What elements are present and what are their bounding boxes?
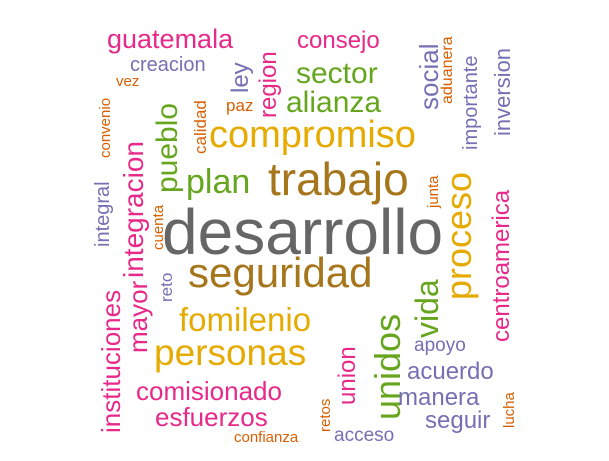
word-trabajo: trabajo xyxy=(268,153,409,205)
word-consejo: consejo xyxy=(297,27,380,54)
word-inversion: inversion xyxy=(490,47,515,136)
word-personas: personas xyxy=(154,332,307,373)
word-seguir: seguir xyxy=(425,407,491,434)
word-confianza: confianza xyxy=(234,429,299,446)
word-guatemala: guatemala xyxy=(107,24,234,54)
word-integral: integral xyxy=(92,181,114,247)
word-desarrollo: desarrollo xyxy=(162,196,444,268)
word-lucha: lucha xyxy=(501,392,518,428)
word-plan: plan xyxy=(186,163,251,201)
word-calidad: calidad xyxy=(191,100,210,154)
word-centroamerica: centroamerica xyxy=(488,189,515,342)
word-cuenta: cuenta xyxy=(150,204,167,250)
word-alianza: alianza xyxy=(286,86,382,119)
word-union: union xyxy=(334,346,361,405)
word-sector: sector xyxy=(296,57,378,90)
word-acuerdo: acuerdo xyxy=(407,358,494,385)
word-apoyo: apoyo xyxy=(414,335,466,356)
word-junta: junta xyxy=(425,175,442,208)
word-reto: reto xyxy=(157,272,176,302)
word-pueblo: pueblo xyxy=(151,102,184,193)
word-comisionado: comisionado xyxy=(136,376,282,406)
word-instituciones: instituciones xyxy=(96,289,126,433)
word-paz: paz xyxy=(226,96,254,115)
word-importante: importante xyxy=(460,55,482,151)
word-esfuerzos: esfuerzos xyxy=(155,402,268,432)
word-manera: manera xyxy=(398,384,480,411)
word-mayor: mayor xyxy=(123,280,153,353)
word-creacion: creacion xyxy=(130,54,206,76)
word-vida: vida xyxy=(409,279,445,338)
word-vez: vez xyxy=(116,73,140,90)
word-acceso: acceso xyxy=(334,425,395,446)
word-fomilenio: fomilenio xyxy=(179,301,312,338)
word-compromiso: compromiso xyxy=(209,114,416,156)
word-integracion: integracion xyxy=(118,141,149,278)
word-region: region xyxy=(255,51,282,118)
word-convenio: convenio xyxy=(97,97,114,158)
word-retos: retos xyxy=(317,398,334,432)
word-ley: ley xyxy=(227,62,254,93)
word-seguridad: seguridad xyxy=(188,249,373,296)
word-aduanera: aduanera xyxy=(439,36,456,104)
word-proceso: proceso xyxy=(438,171,479,300)
